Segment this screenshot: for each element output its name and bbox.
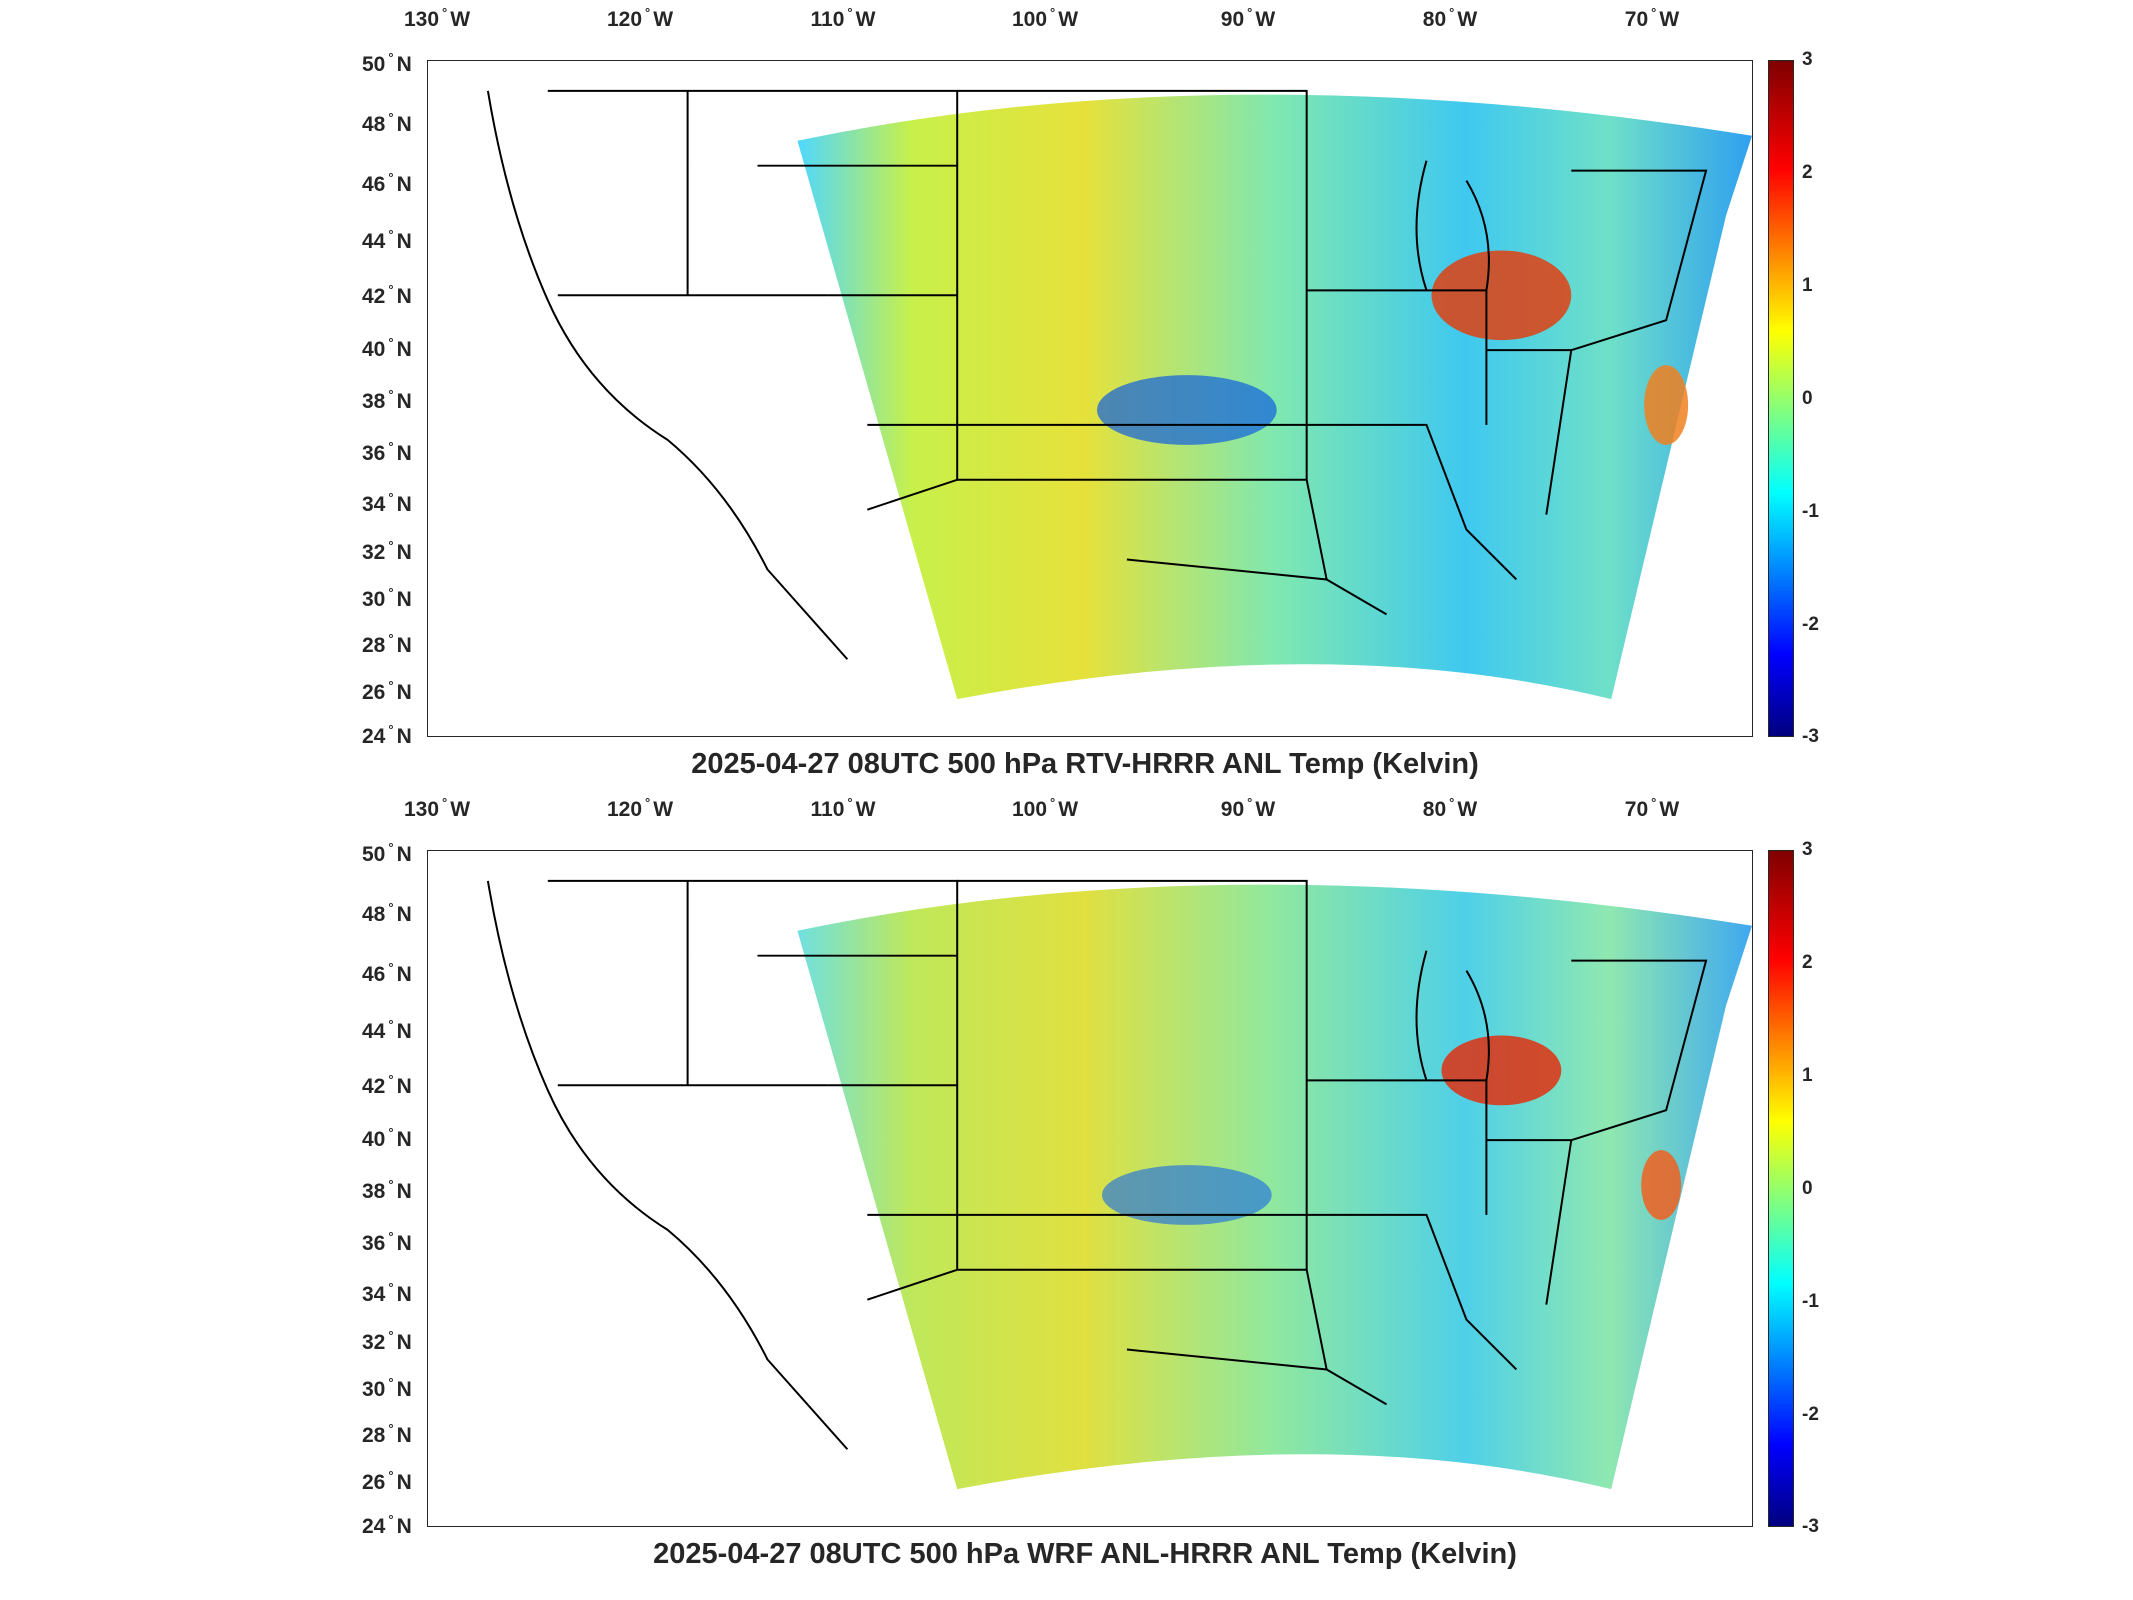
latitude-label: 36 ° N — [362, 1229, 412, 1255]
longitude-label: 100 ° W — [1011, 5, 1079, 31]
latitude-label: 44 ° N — [362, 227, 412, 253]
latitude-label: 38 ° N — [362, 387, 412, 413]
warm-anomaly — [1431, 250, 1572, 341]
map-frame — [427, 60, 1753, 737]
colorbar-tick-label: 0 — [1802, 1178, 1813, 1199]
latitude-label: 28 ° N — [362, 1421, 412, 1447]
data-field — [797, 94, 1752, 700]
state-boundaries — [486, 879, 1708, 1450]
latitude-label: 28 ° N — [362, 631, 412, 657]
longitude-label: 70 ° W — [1624, 795, 1680, 821]
longitude-label: 70 ° W — [1624, 5, 1680, 31]
latitude-label: 26 ° N — [362, 678, 412, 704]
colorbar-tick-label: -2 — [1802, 1404, 1819, 1425]
colorbar-tick-label: 2 — [1802, 162, 1813, 183]
latitude-label: 24 ° N — [362, 722, 412, 748]
map-title: 2025-04-27 08UTC 500 hPa WRF ANL-HRRR AN… — [653, 1538, 1517, 1570]
latitude-label: 32 ° N — [362, 1328, 412, 1354]
colorbar-tick-label: 0 — [1802, 388, 1813, 409]
colorbar — [1768, 850, 1794, 1527]
colorbar-tick-label: 3 — [1802, 49, 1813, 70]
latitude-label: 40 ° N — [362, 1125, 412, 1151]
latitude-label: 50 ° N — [362, 840, 412, 866]
longitude-label: 80 ° W — [1422, 5, 1478, 31]
latitude-label: 42 ° N — [362, 1072, 412, 1098]
latitude-label: 50 ° N — [362, 50, 412, 76]
longitude-label: 110 ° W — [810, 5, 876, 31]
latitude-label: 34 ° N — [362, 1280, 412, 1306]
latitude-label: 40 ° N — [362, 335, 412, 361]
colorbar-tick-label: 1 — [1802, 1065, 1813, 1086]
colorbar-tick-label: 3 — [1802, 839, 1813, 860]
latitude-label: 42 ° N — [362, 282, 412, 308]
longitude-label: 130 ° W — [403, 5, 471, 31]
warm-anomaly — [1641, 1150, 1682, 1220]
colorbar-tick-label: 2 — [1802, 952, 1813, 973]
map-title: 2025-04-27 08UTC 500 hPa RTV-HRRR ANL Te… — [691, 748, 1479, 780]
latitude-label: 44 ° N — [362, 1017, 412, 1043]
colorbar-tick-label: 1 — [1802, 275, 1813, 296]
colorbar-tick-label: -3 — [1802, 1516, 1819, 1537]
colorbar-tick-label: -2 — [1802, 614, 1819, 635]
longitude-label: 130 ° W — [403, 795, 471, 821]
latitude-label: 32 ° N — [362, 538, 412, 564]
latitude-label: 34 ° N — [362, 490, 412, 516]
colorbar-tick-label: -3 — [1802, 726, 1819, 747]
colorbar-tick-label: -1 — [1802, 501, 1819, 522]
latitude-label: 48 ° N — [362, 900, 412, 926]
longitude-label: 90 ° W — [1220, 795, 1276, 821]
longitude-label: 120 ° W — [606, 5, 674, 31]
latitude-label: 30 ° N — [362, 585, 412, 611]
warm-anomaly — [1441, 1035, 1562, 1106]
latitude-label: 24 ° N — [362, 1512, 412, 1538]
colorbar-tick-label: -1 — [1802, 1291, 1819, 1312]
latitude-label: 38 ° N — [362, 1177, 412, 1203]
longitude-label: 90 ° W — [1220, 5, 1276, 31]
warm-anomaly — [1644, 365, 1689, 445]
latitude-label: 46 ° N — [362, 170, 412, 196]
longitude-label: 100 ° W — [1011, 795, 1079, 821]
latitude-label: 30 ° N — [362, 1375, 412, 1401]
colorbar — [1768, 60, 1794, 737]
map-canvas — [486, 879, 1752, 1490]
map-frame — [427, 850, 1753, 1527]
latitude-label: 48 ° N — [362, 110, 412, 136]
map-canvas — [486, 89, 1752, 700]
latitude-label: 26 ° N — [362, 1468, 412, 1494]
longitude-label: 120 ° W — [606, 795, 674, 821]
longitude-label: 80 ° W — [1422, 795, 1478, 821]
latitude-label: 46 ° N — [362, 960, 412, 986]
state-boundaries — [486, 89, 1708, 660]
longitude-label: 110 ° W — [810, 795, 876, 821]
cold-anomaly — [1096, 375, 1277, 445]
map-panel-top: 130 ° W 120 ° W 110 ° W 100 ° W 90 ° W 80 ° W 70 ° W 50 ° N 48 °… — [362, 5, 1819, 780]
cold-anomaly — [1101, 1165, 1272, 1225]
map-panel-bottom: 130 ° W 120 ° W 110 ° W 100 ° W 90 ° W 80 ° W 70 ° W 50 ° N 48 °… — [0, 790, 2133, 1590]
data-field — [797, 884, 1752, 1490]
latitude-label: 36 ° N — [362, 439, 412, 465]
